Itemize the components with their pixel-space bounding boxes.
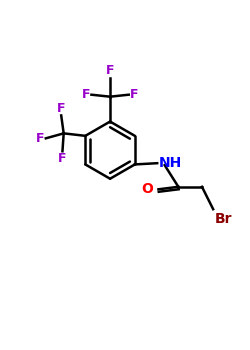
Text: F: F bbox=[58, 152, 67, 165]
Text: F: F bbox=[57, 102, 66, 115]
Text: O: O bbox=[141, 182, 153, 196]
Text: F: F bbox=[106, 64, 114, 77]
Text: NH: NH bbox=[158, 156, 182, 170]
Text: F: F bbox=[130, 88, 138, 101]
Text: F: F bbox=[82, 88, 90, 101]
Text: F: F bbox=[36, 132, 45, 145]
Text: Br: Br bbox=[214, 212, 232, 226]
